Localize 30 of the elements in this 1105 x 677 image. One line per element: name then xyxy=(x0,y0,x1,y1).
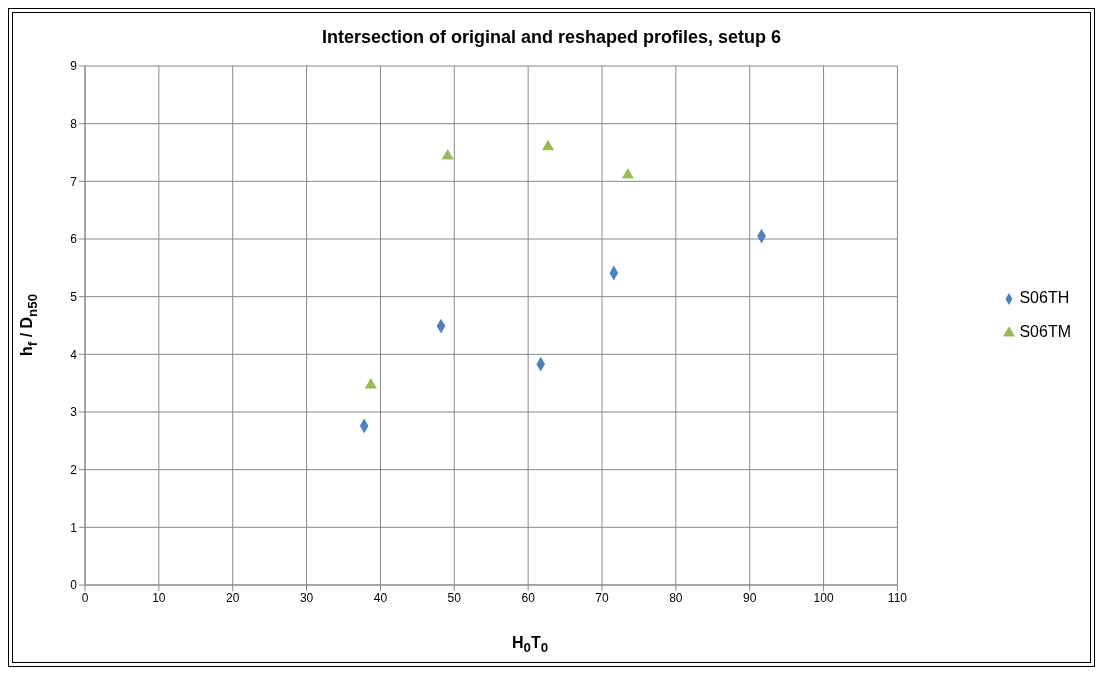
x-tick-label: 10 xyxy=(152,590,166,605)
y-tick-label: 7 xyxy=(70,174,78,189)
x-tick-label: 40 xyxy=(373,590,388,605)
x-tick-label: 20 xyxy=(226,590,240,605)
y-tick-label: 0 xyxy=(70,578,78,593)
x-tick-label: 0 xyxy=(81,590,89,605)
y-tick-label: 6 xyxy=(70,232,78,247)
point xyxy=(441,148,454,160)
x-tick-label: 80 xyxy=(669,590,683,605)
y-tick-label: 2 xyxy=(70,462,78,477)
point xyxy=(364,377,377,389)
x-axis-title: H$_{0}$T$_{0}$ xyxy=(510,634,550,656)
legend-label: S06TM xyxy=(1019,323,1071,340)
y-tick-label: 3 xyxy=(70,405,78,420)
x-tick-label: 90 xyxy=(743,590,757,605)
x-tick-label: 70 xyxy=(595,590,609,605)
point xyxy=(542,139,555,151)
y-tick-label: 5 xyxy=(70,289,78,304)
x-tick-label: 50 xyxy=(447,590,462,605)
x-tick-label: 30 xyxy=(299,590,314,605)
y-tick-label: 1 xyxy=(70,520,78,535)
y-tick-label: 8 xyxy=(70,116,78,131)
y-tick-label: 9 xyxy=(70,59,78,74)
y-tick-label: 4 xyxy=(70,347,78,362)
chart-title: Intersection of original and reshaped profiles, setup 6 xyxy=(320,27,783,48)
x-tick-label: 100 xyxy=(813,590,834,605)
x-tick-label: 60 xyxy=(521,590,536,605)
x-tick-label: 110 xyxy=(887,590,908,605)
legend-label: S06TH xyxy=(1019,289,1070,306)
point xyxy=(621,167,634,179)
